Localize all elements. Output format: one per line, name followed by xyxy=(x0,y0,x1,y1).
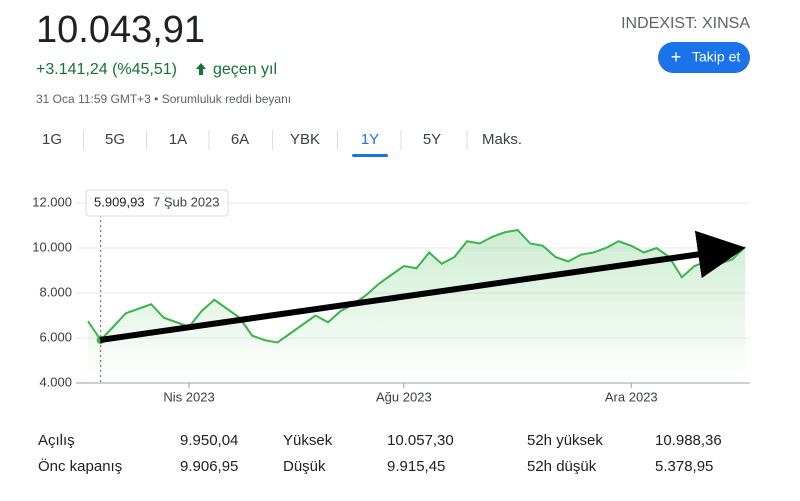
x-tick-label: Ağu 2023 xyxy=(376,389,432,404)
stat-value: 9.950,04 xyxy=(180,432,238,449)
price-line xyxy=(87,228,746,344)
stat-value: 5.378,95 xyxy=(655,458,713,475)
range-tab[interactable]: 1G xyxy=(42,131,62,148)
x-tick-label: Nis 2023 xyxy=(163,389,214,404)
stat-label: Önc kapanış xyxy=(38,457,122,475)
stat-label: Açılış xyxy=(38,432,75,449)
range-tab[interactable]: 1A xyxy=(169,131,187,148)
y-tick-label: 8.000 xyxy=(39,284,72,299)
follow-label: Takip et xyxy=(692,49,740,65)
x-tick-label: Ara 2023 xyxy=(605,389,658,404)
tooltip-value: 5.909,93 xyxy=(94,194,145,209)
range-tab[interactable]: 5G xyxy=(105,131,125,148)
follow-plus-icon: + xyxy=(671,47,682,67)
stat-value: 9.915,45 xyxy=(387,458,445,475)
stat-label: 52h düşük xyxy=(527,458,597,475)
y-tick-label: 4.000 xyxy=(39,374,72,389)
tooltip-box xyxy=(85,189,229,217)
range-tab[interactable]: 1Y xyxy=(361,131,379,148)
stat-value: 10.057,30 xyxy=(387,432,454,449)
change: +3.141,24 (%45,51) xyxy=(36,61,177,78)
ticker: INDEXIST: XINSA xyxy=(621,15,750,32)
y-tick-label: 6.000 xyxy=(39,329,72,344)
stat-label: Düşük xyxy=(283,458,326,475)
range-tab[interactable]: Maks. xyxy=(482,131,522,148)
trend-arrow xyxy=(99,230,746,343)
change-period: geçen yıl xyxy=(213,61,277,78)
stat-value: 10.988,36 xyxy=(655,432,722,449)
timestamp: 31 Oca 11:59 GMT+3 • Sorumluluk reddi be… xyxy=(36,92,291,106)
price: 10.043,91 xyxy=(36,9,205,51)
up-arrow-icon xyxy=(196,63,206,75)
range-tab[interactable]: 6A xyxy=(231,131,249,148)
active-tab-indicator xyxy=(352,154,388,157)
stat-value: 9.906,95 xyxy=(180,458,238,475)
stat-label: 52h yüksek xyxy=(527,432,603,449)
tooltip-date: 7 Şub 2023 xyxy=(153,194,220,209)
y-tick-label: 12.000 xyxy=(32,194,72,209)
range-tab[interactable]: 5Y xyxy=(423,131,441,148)
range-tab[interactable]: YBK xyxy=(290,131,320,148)
y-tick-label: 10.000 xyxy=(32,239,72,254)
stat-label: Yüksek xyxy=(283,432,333,449)
area-fill xyxy=(88,230,745,383)
follow-button[interactable] xyxy=(658,42,750,73)
